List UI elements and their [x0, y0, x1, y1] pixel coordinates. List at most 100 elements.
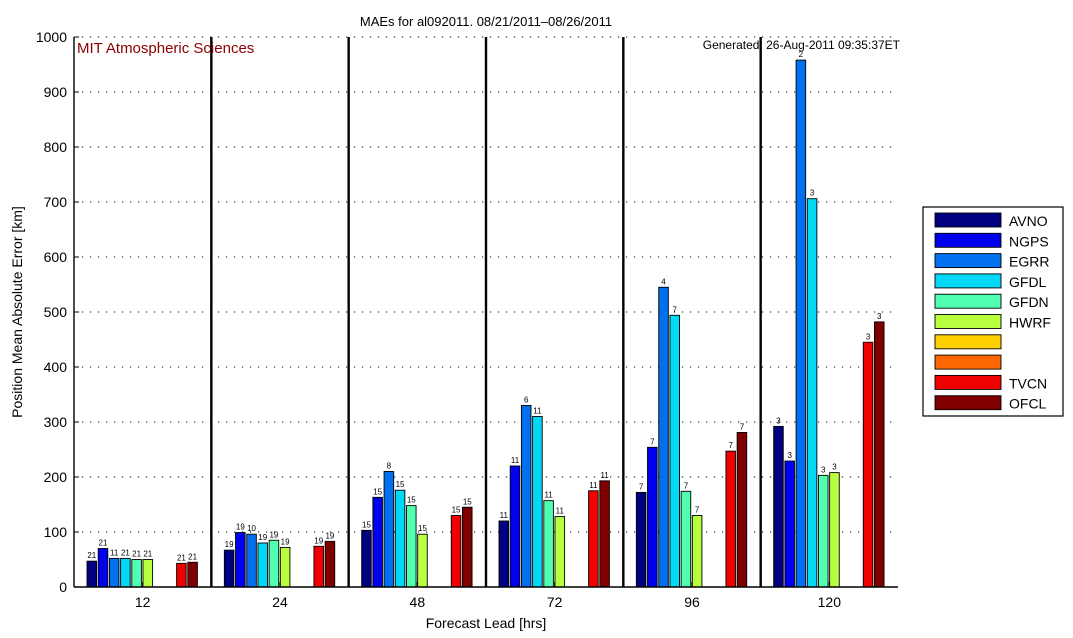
bar: [176, 562, 187, 588]
bar: [588, 490, 599, 588]
bar: [394, 489, 406, 588]
y-axis-label: Position Mean Absolute Error [km]: [9, 206, 25, 418]
bar: [313, 545, 324, 588]
bar-count-label: 6: [524, 396, 529, 405]
bar: [361, 529, 372, 588]
bar-count-label: 11: [533, 407, 542, 416]
bar-count-label: 21: [99, 539, 108, 548]
bar-count-label: 10: [247, 524, 256, 533]
bar: [187, 561, 198, 588]
bar: [829, 472, 840, 588]
legend-swatch: [934, 273, 1002, 289]
bar: [795, 59, 807, 588]
bar: [818, 474, 829, 588]
y-tick-label: 500: [44, 304, 68, 320]
bar-count-label: 3: [776, 416, 781, 425]
bar-count-label: 7: [695, 506, 700, 515]
bar: [691, 515, 703, 588]
bar: [142, 559, 154, 588]
x-axis-label: Forecast Lead [hrs]: [426, 615, 547, 631]
legend-label: OFCL: [1009, 396, 1047, 412]
bar: [406, 505, 417, 588]
x-tick-labels: 12 24 48 72 96 120: [135, 594, 841, 610]
bar-count-label: 11: [544, 491, 553, 500]
bar-count-label: 15: [463, 497, 472, 506]
bar-count-label: 3: [821, 465, 826, 474]
bar-count-label: 21: [121, 548, 130, 557]
bar-count-label: 11: [110, 548, 119, 557]
bar-count-label: 21: [188, 552, 197, 561]
bar: [268, 539, 280, 588]
y-tick-labels: 0 100 200 300 400 500 600 700 800 900 1000: [36, 29, 67, 595]
bar: [874, 321, 885, 588]
bar-count-label: 8: [387, 462, 392, 471]
bar-count-label: 3: [877, 312, 882, 321]
bar-count-label: 3: [787, 451, 792, 460]
bar: [257, 542, 268, 588]
bar: [599, 480, 610, 588]
x-tick-label: 12: [135, 594, 151, 610]
legend-label: TVCN: [1009, 375, 1047, 391]
legend-swatch: [934, 374, 1002, 390]
bar-count-label: 11: [589, 481, 598, 490]
bar-count-label: 21: [132, 550, 141, 559]
y-tick-label: 400: [44, 359, 68, 375]
bar-count-label: 7: [639, 482, 644, 491]
y-tick-label: 600: [44, 249, 68, 265]
x-tick-label: 96: [684, 594, 700, 610]
y-tick-label: 100: [44, 524, 68, 540]
bar: [806, 198, 818, 588]
legend-label: AVNO: [1009, 213, 1048, 229]
legend-swatch: [934, 395, 1002, 411]
bar: [498, 520, 510, 588]
bars: [86, 59, 885, 588]
bar-count-label: 21: [87, 551, 96, 560]
bar: [279, 546, 291, 588]
bar: [223, 549, 235, 588]
y-tick-label: 300: [44, 414, 68, 430]
legend-swatch: [934, 334, 1002, 350]
bar: [520, 405, 532, 588]
bar-count-label: 7: [729, 441, 734, 450]
bar-count-label: 11: [500, 511, 509, 520]
legend: AVNO NGPS EGRR GFDL GFDN HWRF TVCN OFCL: [922, 206, 1064, 417]
y-tick-label: 0: [59, 579, 67, 595]
bar: [235, 532, 246, 588]
y-tick-label: 800: [44, 139, 68, 155]
bar-count-label: 11: [556, 507, 565, 516]
legend-swatch: [934, 253, 1002, 269]
bar-count-label: 11: [600, 471, 609, 480]
group-separators: [210, 37, 762, 587]
bar: [554, 516, 566, 588]
bar: [543, 500, 554, 588]
legend-swatch: [934, 314, 1002, 329]
bar: [725, 450, 736, 588]
chart-title: MAEs for al092011. 08/21/2011–08/26/2011: [360, 14, 612, 29]
legend-label: HWRF: [1009, 315, 1051, 331]
bar: [736, 432, 748, 588]
bar: [372, 496, 383, 588]
x-tick-label: 120: [818, 594, 842, 610]
bar-count-label: 3: [832, 463, 837, 472]
bar-count-label: 15: [362, 520, 371, 529]
bar-count-label: 15: [373, 487, 382, 496]
bar-count-label: 3: [810, 189, 815, 198]
bar: [246, 533, 257, 588]
y-tick-label: 200: [44, 469, 68, 485]
bar-count-label: 21: [143, 550, 152, 559]
bar-count-label: 15: [418, 524, 427, 533]
bar-count-label: 2: [799, 50, 804, 59]
bar-count-label: 3: [866, 332, 871, 341]
bar: [647, 446, 658, 588]
bar-count-label: 19: [269, 530, 278, 539]
legend-swatch: [934, 354, 1002, 370]
generated-timestamp: Generated: 26-Aug-2011 09:35:37ET: [703, 38, 901, 52]
bar: [324, 540, 336, 588]
bar: [862, 341, 874, 588]
bar: [86, 560, 98, 588]
legend-label: GFDN: [1009, 294, 1049, 310]
x-tick-label: 72: [547, 594, 563, 610]
bar: [120, 557, 131, 588]
